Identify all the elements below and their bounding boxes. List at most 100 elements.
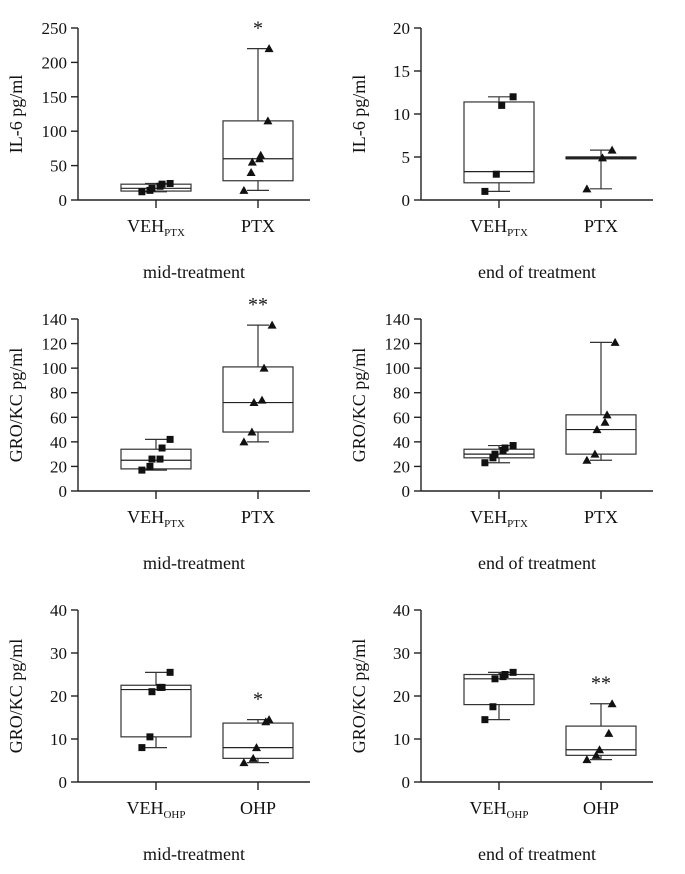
data-point-square xyxy=(138,744,146,752)
box-iqr xyxy=(120,183,192,192)
y-tick-label: 0 xyxy=(402,191,411,210)
y-tick-label: 20 xyxy=(393,687,410,706)
box-iqr xyxy=(222,366,294,433)
category-label: VEHPTX xyxy=(127,216,185,239)
data-point-square xyxy=(509,93,517,101)
chart-svg: 0 10 20 30 40 GRO/KC pg/ml VEHOHP ** OHP end of t… xyxy=(349,601,653,864)
y-tick-label: 0 xyxy=(59,773,68,792)
y-tick-label: 10 xyxy=(393,730,410,749)
y-tick-label: 5 xyxy=(402,148,411,167)
chart-panel-il6-end: 0 5 10 15 20 IL-6 pg/ml VEHPTX PTX end of treatm… xyxy=(343,0,685,291)
y-tick-label: 250 xyxy=(42,19,68,38)
box-iqr xyxy=(463,448,535,459)
y-tick-label: 0 xyxy=(402,482,411,501)
category-label: VEHPTX xyxy=(470,507,528,530)
data-point-triangle xyxy=(607,145,617,154)
x-axis-title: end of treatment xyxy=(478,262,596,282)
y-tick-label: 140 xyxy=(385,310,411,329)
y-tick-label: 80 xyxy=(50,384,67,403)
y-tick-label: 30 xyxy=(50,644,67,663)
data-point-square xyxy=(481,716,489,724)
y-tick-label: 40 xyxy=(50,601,67,620)
y-tick-label: 50 xyxy=(50,157,67,176)
significance-marker: * xyxy=(253,689,263,711)
data-point-triangle xyxy=(602,410,612,419)
chart-panel-il6-mid: 0 50 100 150 200 250 IL-6 pg/ml VEHPTX * PTX mid-t… xyxy=(0,0,342,291)
y-tick-label: 10 xyxy=(50,730,67,749)
y-tick-label: 80 xyxy=(393,384,410,403)
y-axis-title: IL-6 pg/ml xyxy=(349,75,369,154)
category-label: VEHOHP xyxy=(126,798,185,821)
y-tick-label: 20 xyxy=(393,457,410,476)
data-point-triangle xyxy=(604,728,614,737)
y-tick-label: 40 xyxy=(50,433,67,452)
data-point-square xyxy=(166,179,174,187)
data-point-triangle xyxy=(263,116,273,125)
y-tick-label: 150 xyxy=(42,88,68,107)
category-label: PTX xyxy=(241,507,275,527)
significance-marker: ** xyxy=(591,673,611,695)
y-tick-label: 140 xyxy=(42,310,68,329)
data-point-triangle xyxy=(239,437,249,446)
data-point-triangle xyxy=(247,157,257,166)
data-point-square xyxy=(509,442,517,450)
data-point-triangle xyxy=(600,417,610,426)
data-point-square xyxy=(158,683,166,691)
box-iqr xyxy=(565,414,637,455)
data-point-square xyxy=(509,668,517,676)
box-iqr xyxy=(222,120,294,182)
y-tick-label: 0 xyxy=(59,482,68,501)
x-axis-title: end of treatment xyxy=(478,553,596,573)
chart-svg: 0 20 40 60 80 100 120 140 GRO/KC pg/ml VEHPTX ** PT… xyxy=(6,294,310,573)
category-label: VEHPTX xyxy=(127,507,185,530)
category-label: OHP xyxy=(583,798,619,818)
y-tick-label: 10 xyxy=(393,105,410,124)
data-point-triangle xyxy=(249,398,259,407)
category-label: PTX xyxy=(241,216,275,236)
y-tick-label: 30 xyxy=(393,644,410,663)
data-point-triangle xyxy=(607,699,617,708)
box-iqr xyxy=(463,101,535,184)
x-axis-title: mid-treatment xyxy=(143,262,245,282)
x-axis-title: end of treatment xyxy=(478,844,596,864)
data-point-triangle xyxy=(257,395,267,404)
data-point-triangle xyxy=(591,750,601,759)
data-point-triangle xyxy=(264,715,274,724)
chart-svg: 0 50 100 150 200 250 IL-6 pg/ml VEHPTX * PTX mid-t… xyxy=(6,18,310,282)
data-point-square xyxy=(492,170,500,178)
data-point-square xyxy=(481,459,489,467)
box-iqr xyxy=(120,684,192,738)
data-point-triangle xyxy=(259,363,269,372)
y-tick-label: 15 xyxy=(393,62,410,81)
data-point-square xyxy=(148,688,156,696)
data-point-square xyxy=(146,733,154,741)
data-point-triangle xyxy=(264,44,274,53)
category-label: VEHOHP xyxy=(469,798,528,821)
y-tick-label: 0 xyxy=(59,191,68,210)
data-point-triangle xyxy=(595,745,604,754)
y-tick-label: 40 xyxy=(393,433,410,452)
data-point-square xyxy=(138,466,146,474)
chart-panel-grokc-ohp-end: 0 10 20 30 40 GRO/KC pg/ml VEHOHP ** OHP end of t… xyxy=(343,582,685,873)
data-point-triangle xyxy=(598,153,607,162)
category-label: PTX xyxy=(584,216,618,236)
chart-panel-grokc-ohp-mid: 0 10 20 30 40 GRO/KC pg/ml VEHOHP * OHP mid-treat… xyxy=(0,582,342,873)
data-point-square xyxy=(166,668,174,676)
data-point-triangle xyxy=(582,755,592,764)
data-point-square xyxy=(158,180,166,188)
y-tick-label: 20 xyxy=(50,687,67,706)
box-iqr xyxy=(222,722,294,759)
y-tick-label: 200 xyxy=(42,53,68,72)
chart-svg: 0 10 20 30 40 GRO/KC pg/ml VEHOHP * OHP mid-treat… xyxy=(6,601,310,864)
y-tick-label: 0 xyxy=(402,773,411,792)
significance-marker: * xyxy=(253,18,263,40)
data-point-square xyxy=(491,675,499,683)
y-tick-label: 120 xyxy=(385,335,411,354)
chart-panel-grokc-ptx-mid: 0 20 40 60 80 100 120 140 GRO/KC pg/ml VEHPTX ** PT… xyxy=(0,291,342,582)
data-point-square xyxy=(146,462,154,470)
data-point-triangle xyxy=(582,455,592,464)
data-point-triangle xyxy=(582,184,592,193)
data-point-triangle xyxy=(610,337,620,346)
y-tick-label: 60 xyxy=(50,408,67,427)
significance-marker: ** xyxy=(248,294,268,316)
